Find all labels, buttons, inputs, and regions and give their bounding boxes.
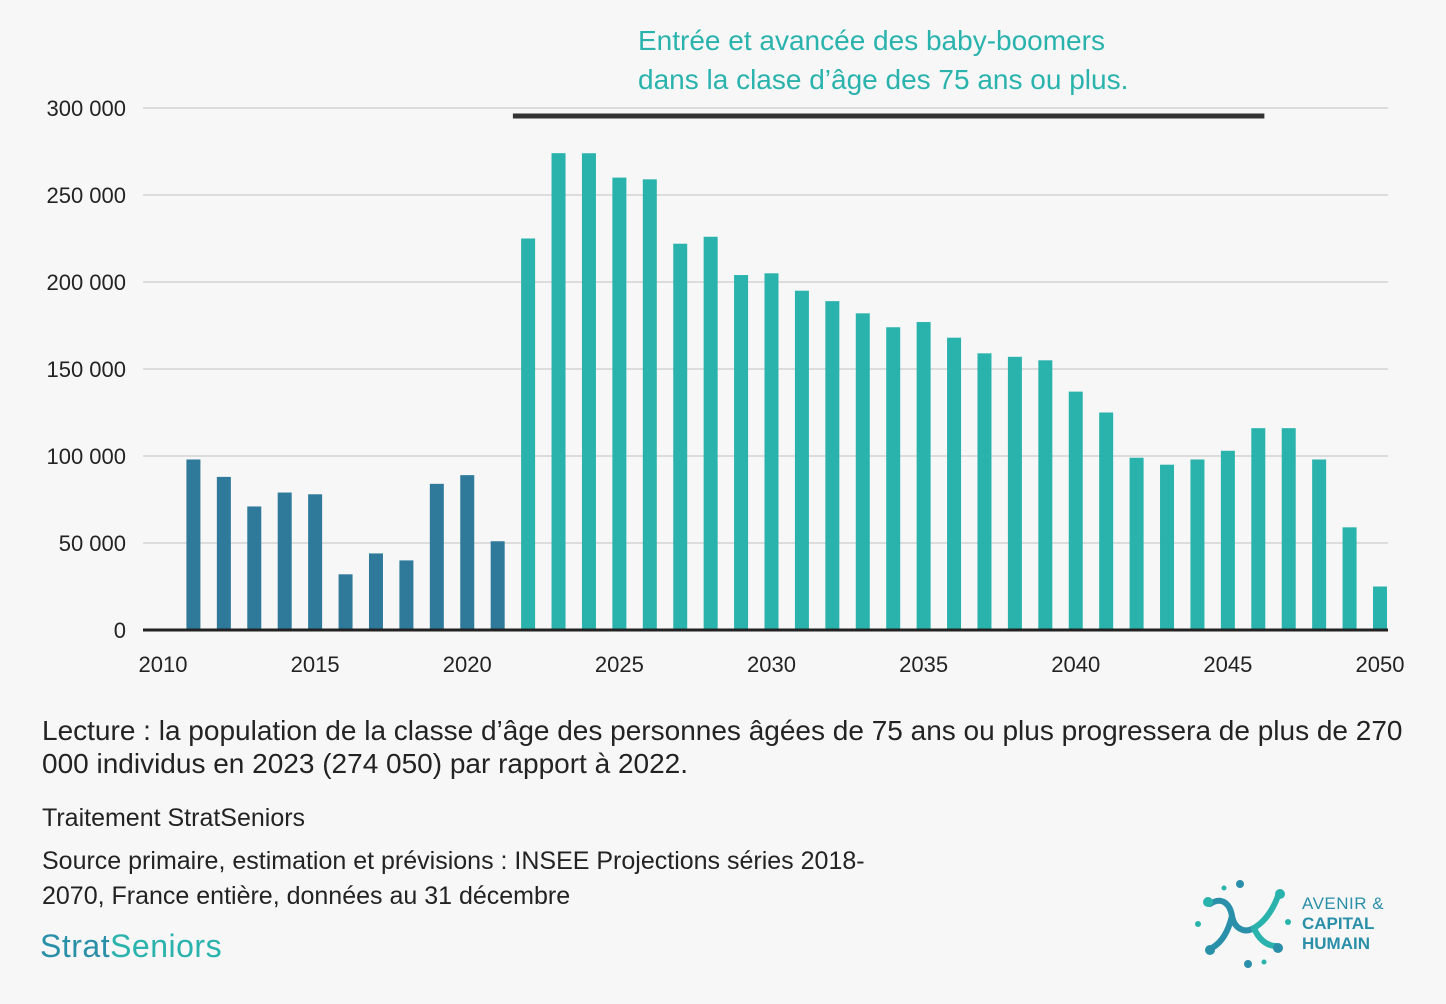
logo-text: AVENIR & CAPITAL HUMAIN <box>1302 894 1384 954</box>
bar-2029 <box>734 275 749 630</box>
source-credit: Source primaire, estimation et prévision… <box>42 847 865 910</box>
bar-2028 <box>703 236 718 630</box>
x-tick-label: 2035 <box>899 652 948 677</box>
x-tick-label: 2025 <box>595 652 644 677</box>
bar-2017 <box>368 553 383 630</box>
bar-2025 <box>612 177 627 630</box>
bar-2011 <box>186 459 201 630</box>
bar-2023 <box>551 153 566 630</box>
bar-2033 <box>855 313 870 630</box>
bars <box>186 153 1387 631</box>
x-axis-ticks: 2010 2015 2020 2025 2030 2035 2040 2045 2050 <box>139 652 1405 677</box>
bar-2024 <box>581 153 596 631</box>
bar-2048 <box>1312 459 1327 630</box>
bar-2049 <box>1342 527 1357 630</box>
x-tick-label: 2015 <box>291 652 340 677</box>
y-axis-ticks: 0 50 000 100 000 150 000 200 000 250 000 300 0… <box>46 96 126 643</box>
logo-line-2: CAPITAL <box>1302 914 1375 933</box>
bar-2018 <box>399 560 414 630</box>
bar-2030 <box>764 273 779 630</box>
bar-2019 <box>429 483 444 630</box>
bar-2041 <box>1099 412 1114 630</box>
x-tick-label: 2040 <box>1051 652 1100 677</box>
y-tick-label: 300 000 <box>46 96 126 121</box>
y-tick-label: 150 000 <box>46 357 126 382</box>
y-tick-label: 50 000 <box>59 531 126 556</box>
bar-2013 <box>247 506 262 630</box>
bar-2042 <box>1129 457 1144 630</box>
bar-2043 <box>1160 464 1175 630</box>
x-tick-label: 2030 <box>747 652 796 677</box>
x-tick-label: 2010 <box>139 652 188 677</box>
bar-2046 <box>1251 428 1266 630</box>
bar-2027 <box>673 243 688 630</box>
bar-2037 <box>977 353 992 630</box>
bar-2021 <box>490 541 505 630</box>
bar-2036 <box>947 337 962 630</box>
bar-2014 <box>277 492 292 630</box>
bar-2035 <box>916 322 931 630</box>
bar-2050 <box>1373 586 1387 630</box>
bar-2039 <box>1038 360 1053 630</box>
treatment-credit: Traitement StratSeniors <box>42 804 306 832</box>
bar-chart: 0 50 000 100 000 150 000 200 000 250 000 300 0… <box>46 25 1405 677</box>
annotation-line-2: dans la clase d’âge des 75 ans ou plus. <box>638 64 1128 95</box>
bar-2022 <box>521 238 536 630</box>
annotation-line-1: Entrée et avancée des baby-boomers <box>638 25 1105 56</box>
brand-part-1: Strat <box>40 928 111 964</box>
bar-2031 <box>794 290 809 630</box>
bar-2032 <box>825 301 840 630</box>
brand-part-2: Seniors <box>110 928 223 964</box>
y-tick-label: 0 <box>114 618 126 643</box>
bar-2034 <box>886 327 901 630</box>
bar-2045 <box>1220 450 1235 630</box>
stratseniors-logo: StratSeniors <box>40 928 222 965</box>
x-tick-label: 2045 <box>1203 652 1252 677</box>
logo-line-1: AVENIR & <box>1302 894 1385 913</box>
bar-2020 <box>460 475 475 630</box>
bar-2016 <box>338 574 353 630</box>
x-tick-label: 2050 <box>1356 652 1405 677</box>
x-tick-label: 2020 <box>443 652 492 677</box>
bar-2047 <box>1281 428 1296 630</box>
y-tick-label: 200 000 <box>46 270 126 295</box>
bar-2040 <box>1068 391 1083 630</box>
avenir-capital-humain-logo: AVENIR & CAPITAL HUMAIN <box>1192 876 1392 971</box>
bar-2026 <box>642 179 657 630</box>
reading-caption: Lecture : la population de la classe d’â… <box>42 715 1403 779</box>
logo-line-3: HUMAIN <box>1302 934 1370 953</box>
bar-2015 <box>308 494 323 630</box>
y-tick-label: 100 000 <box>46 444 126 469</box>
bar-2038 <box>1007 356 1022 630</box>
molecule-icon <box>1195 880 1291 968</box>
bar-2012 <box>216 476 231 630</box>
bar-2044 <box>1190 459 1205 630</box>
y-tick-label: 250 000 <box>46 183 126 208</box>
